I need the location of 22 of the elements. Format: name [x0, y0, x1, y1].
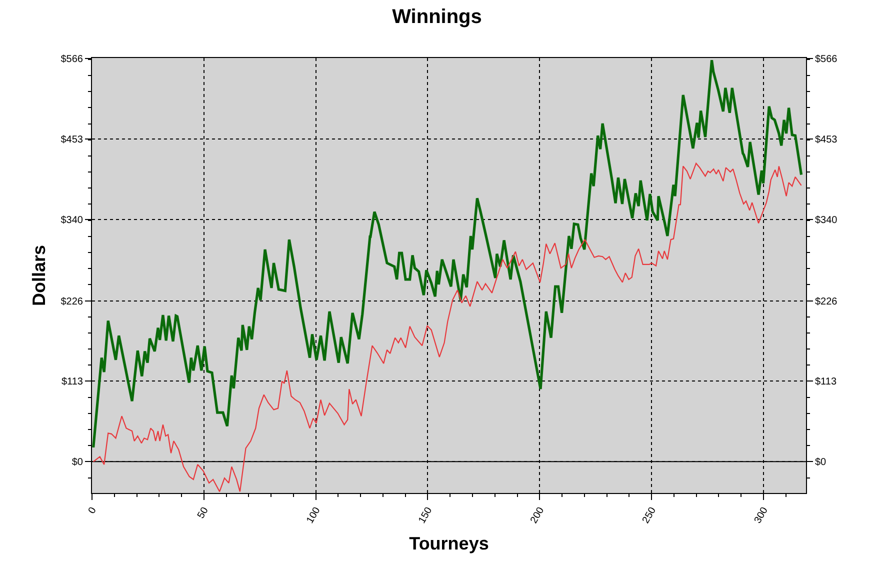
- y2-tick-label: $0: [815, 457, 827, 468]
- y-tick-label: $566: [60, 54, 84, 66]
- x-tick-label: 200: [528, 505, 547, 526]
- x-tick-label: 50: [196, 505, 212, 521]
- y-tick-label: $0: [72, 457, 84, 468]
- x-tick-label: 0: [86, 505, 100, 516]
- y-tick-label: $226: [60, 296, 84, 308]
- y2-tick-label: $566: [815, 54, 838, 66]
- chart-title: Winnings: [392, 6, 482, 28]
- y-axis-title: Dollars: [28, 244, 49, 306]
- y2-tick-label: $226: [815, 296, 838, 308]
- y2-tick-label: $453: [815, 134, 838, 146]
- y-tick-label: $113: [61, 376, 84, 388]
- x-tick-label: 100: [304, 505, 323, 526]
- x-axis-title: Tourneys: [409, 534, 489, 554]
- y-tick-label: $453: [60, 134, 84, 146]
- y2-tick-label: $340: [815, 215, 838, 226]
- y2-tick-label: $113: [815, 376, 837, 388]
- x-tick-label: 300: [752, 505, 771, 526]
- x-tick-label: 150: [416, 505, 435, 526]
- x-tick-label: 250: [640, 505, 659, 526]
- y-tick-label: $340: [60, 215, 84, 226]
